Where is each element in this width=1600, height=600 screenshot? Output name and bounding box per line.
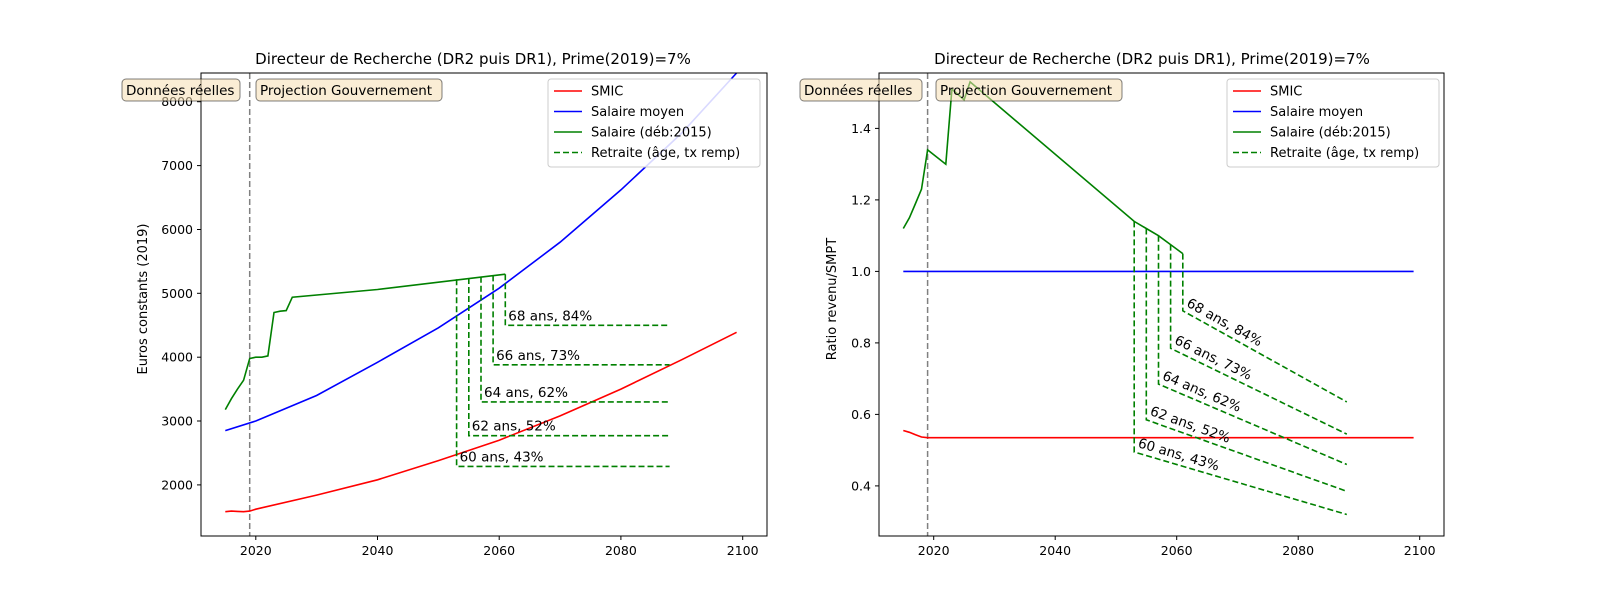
chart-title: Directeur de Recherche (DR2 puis DR1), P… [934, 50, 1370, 68]
legend-label: Salaire moyen [1270, 105, 1363, 120]
plot-area: 60 ans, 43% 62 ans, 52% 64 ans, 62% 66 ans,… [121, 72, 768, 558]
retirement-label: 66 ans, 73% [496, 348, 580, 364]
x-tick-label: 2060 [483, 543, 515, 558]
retirement-label: 68 ans, 84% [508, 308, 592, 324]
retirement-label: 60 ans, 43% [460, 449, 544, 465]
axes-frame [878, 72, 1445, 537]
legend: SMIC Salaire moyen Salaire (déb:2015) Retra… [1226, 78, 1440, 168]
y-tick-label: 7000 [161, 158, 193, 173]
x-tick-label: 2080 [1282, 543, 1314, 558]
series-line-smic [903, 429, 1414, 439]
retirement-line [1145, 228, 1348, 493]
y-tick-label: 1.4 [851, 121, 871, 136]
x-tick-label: 2100 [1404, 543, 1436, 558]
legend-frame [1226, 78, 1440, 168]
annotation-box-label: Projection Gouvernement [940, 83, 1112, 99]
legend-label: Retraite (âge, tx remp) [1270, 146, 1419, 161]
series-line-salaire-d-b-2015- [224, 273, 506, 410]
retirement-label: 62 ans, 52% [1148, 403, 1233, 446]
y-tick-label: 0.6 [851, 407, 871, 422]
axes-frame [200, 72, 768, 537]
legend-label: Salaire (déb:2015) [591, 126, 712, 141]
chart-panel-right: Directeur de Recherche (DR2 puis DR1), P… [799, 50, 1445, 558]
x-tick-label: 2080 [605, 543, 637, 558]
legend-label: SMIC [1270, 85, 1302, 100]
annotation-box [799, 78, 923, 102]
y-tick-label: 0.8 [851, 335, 871, 350]
annotation-box [121, 78, 241, 102]
retirement-line [1182, 253, 1348, 403]
retirement-line [1157, 235, 1348, 466]
y-tick-label: 5000 [161, 286, 193, 301]
x-tick-label: 2060 [1161, 543, 1193, 558]
y-tick-label: 4000 [161, 350, 193, 365]
legend-label: SMIC [591, 85, 623, 100]
annotation-box-label: Données réelles [804, 83, 912, 99]
chart-panel-left: Directeur de Recherche (DR2 puis DR1), P… [121, 50, 768, 558]
legend-label: Salaire (déb:2015) [1270, 126, 1391, 141]
x-tick-label: 2040 [1039, 543, 1071, 558]
legend-frame [547, 78, 761, 168]
x-tick-label: 2020 [240, 543, 272, 558]
annotation-box-label: Données réelles [126, 83, 234, 99]
y-tick-label: 6000 [161, 222, 193, 237]
y-tick-label: 3000 [161, 414, 193, 429]
retirement-line [1133, 221, 1348, 516]
y-axis-label: Euros constants (2019) [136, 223, 151, 374]
retirement-line [468, 278, 670, 437]
plot-area: 60 ans, 43%62 ans, 52%64 ans, 62%66 ans,… [799, 72, 1445, 558]
legend: SMIC Salaire moyen Salaire (déb:2015) Retra… [547, 78, 761, 168]
annotation-box-label: Projection Gouvernement [260, 83, 432, 99]
retirement-line [492, 275, 670, 366]
retirement-label: 64 ans, 62% [484, 385, 568, 401]
y-tick-label: 0.4 [851, 478, 871, 493]
y-tick-label: 2000 [161, 477, 193, 492]
retirement-line [455, 279, 670, 468]
series-line-smic [225, 331, 737, 513]
legend-label: Salaire moyen [591, 105, 684, 120]
retirement-label: 62 ans, 52% [472, 419, 556, 435]
x-tick-label: 2100 [727, 543, 759, 558]
retirement-line [480, 276, 670, 403]
chart-title: Directeur de Recherche (DR2 puis DR1), P… [255, 50, 691, 68]
x-tick-label: 2020 [918, 543, 950, 558]
x-tick-label: 2040 [362, 543, 394, 558]
y-tick-label: 1.2 [851, 192, 871, 207]
series-line-salaire-d-b-2015- [902, 80, 1184, 255]
y-axis-label: Ratio revenu/SMPT [825, 238, 840, 360]
retirement-line [1169, 244, 1348, 435]
annotation-box [935, 78, 1123, 102]
y-tick-label: 1.0 [851, 264, 871, 279]
legend-label: Retraite (âge, tx remp) [591, 146, 740, 161]
annotation-box [255, 78, 443, 102]
